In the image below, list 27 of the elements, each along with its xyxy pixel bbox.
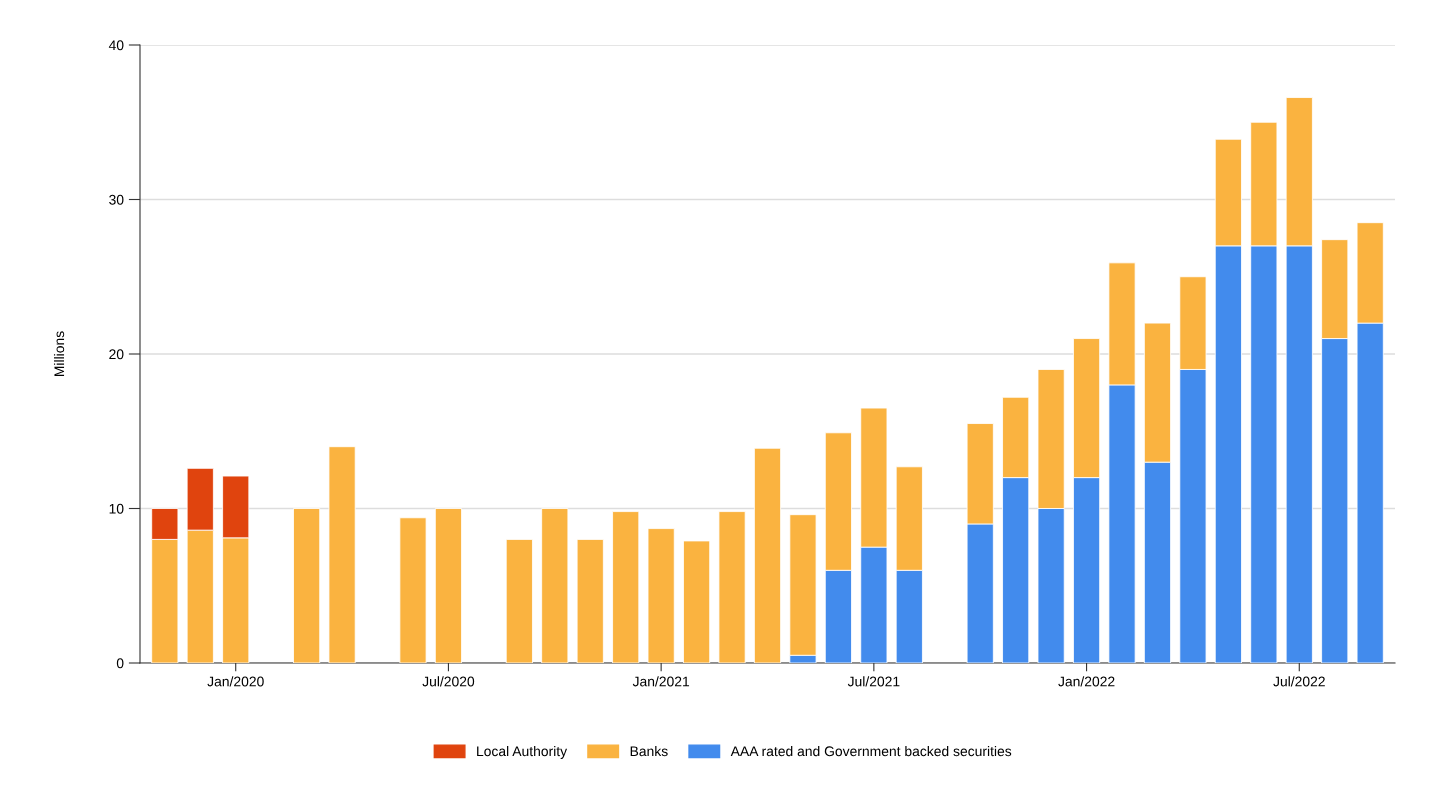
x-tick-label: Jan/2020	[207, 676, 264, 687]
bar	[576, 538, 604, 663]
x-tick-label: Jul/2020	[422, 676, 475, 687]
x-tick-label: Jul/2021	[847, 676, 900, 687]
bar	[434, 508, 462, 663]
bar	[328, 446, 356, 663]
y-tick-label: 0	[116, 658, 124, 669]
legend-label: AAA rated and Government backed securities	[730, 745, 1012, 757]
x-tick-label: Jul/2022	[1273, 676, 1325, 687]
bar	[505, 538, 533, 663]
y-tick-label: 10	[109, 503, 124, 514]
bar	[612, 511, 640, 663]
bar	[293, 508, 321, 663]
y-axis-title: Millions	[53, 331, 65, 377]
x-tick-label: Jan/2022	[1058, 676, 1115, 687]
bar	[753, 447, 782, 663]
legend-label: Banks	[630, 745, 668, 757]
bar	[399, 517, 427, 663]
bar	[718, 511, 746, 663]
y-tick-label: 30	[109, 194, 124, 205]
y-tick-label: 40	[108, 40, 124, 51]
bar	[647, 528, 675, 663]
y-tick-label: 20	[109, 349, 124, 360]
bar	[683, 540, 711, 663]
x-tick-label: Jan/2021	[632, 676, 690, 687]
bar	[541, 508, 569, 663]
legend-label: Local Authority	[477, 745, 568, 759]
